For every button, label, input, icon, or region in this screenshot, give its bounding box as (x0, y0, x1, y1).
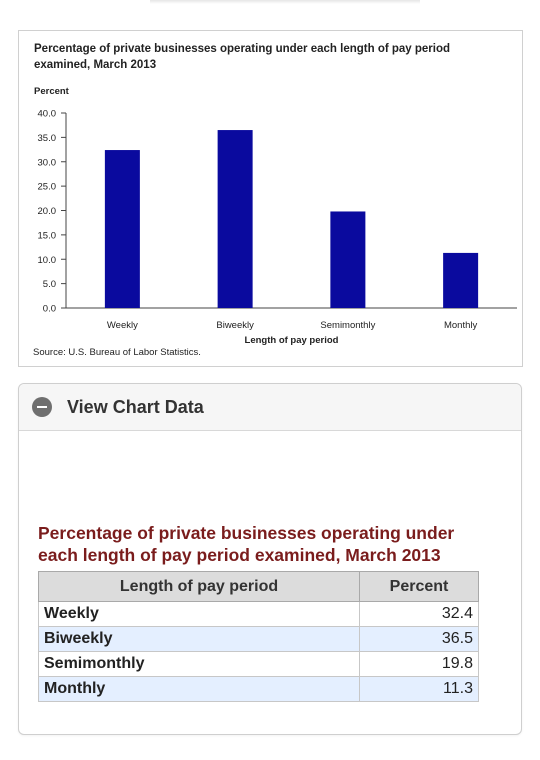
minus-circle-icon[interactable] (32, 397, 52, 417)
chart-source: Source: U.S. Bureau of Labor Statistics. (33, 347, 201, 358)
y-tick-label: 0.0 (43, 304, 56, 315)
chart-title: Percentage of private businesses operati… (34, 43, 451, 71)
table-cell-period: Semimonthly (38, 651, 360, 677)
bar-weekly (104, 150, 140, 308)
column-header-period: Length of pay period (38, 571, 360, 602)
chart-data-table: Length of pay period Percent Weekly 32.4… (38, 571, 479, 702)
chart-card: Percentage of private businesses operati… (18, 30, 523, 367)
view-chart-data-toggle[interactable]: View Chart Data (19, 384, 521, 431)
y-axis-label: Percent (34, 86, 70, 97)
table-header-row: Length of pay period Percent (38, 571, 479, 602)
table-cell-period: Monthly (38, 676, 360, 702)
table-row: Semimonthly 19.8 (38, 651, 479, 677)
y-tick-label: 25.0 (38, 182, 57, 193)
bar-biweekly (217, 130, 253, 308)
y-tick-label: 5.0 (43, 279, 56, 290)
bar-monthly (443, 252, 479, 308)
y-tick-label: 20.0 (38, 206, 57, 217)
x-tick-label: Monthly (444, 320, 478, 331)
table-cell-percent: 32.4 (359, 601, 479, 627)
chart-data-panel: View Chart Data Percentage of private bu… (18, 383, 522, 735)
y-tick-label: 35.0 (38, 133, 57, 144)
y-tick-label: 40.0 (38, 109, 57, 120)
x-tick-label: Biweekly (216, 320, 254, 331)
y-tick-label: 30.0 (38, 157, 57, 168)
table-cell-period: Biweekly (38, 626, 360, 652)
x-axis-label: Length of pay period (245, 335, 339, 346)
table-row: Biweekly 36.5 (38, 626, 479, 652)
y-tick-label: 15.0 (38, 230, 57, 241)
table-row: Monthly 11.3 (38, 676, 479, 702)
table-cell-percent: 36.5 (359, 626, 479, 652)
column-header-percent: Percent (359, 571, 479, 602)
table-cell-percent: 11.3 (359, 676, 479, 702)
top-divider (150, 0, 420, 4)
x-tick-label: Semimonthly (320, 320, 375, 331)
bar-chart: Percent 0.0 5.0 10.0 15.0 20.0 25.0 30.0 35.0 40.… (34, 86, 517, 346)
table-title: Percentage of private businesses operati… (38, 523, 455, 565)
x-tick-label: Weekly (107, 320, 138, 331)
bar-semimonthly (330, 211, 366, 308)
view-chart-data-label[interactable]: View Chart Data (67, 396, 204, 417)
table-cell-period: Weekly (38, 601, 360, 627)
table-row: Weekly 32.4 (38, 601, 479, 627)
table-cell-percent: 19.8 (359, 651, 479, 677)
y-tick-label: 10.0 (38, 255, 57, 266)
